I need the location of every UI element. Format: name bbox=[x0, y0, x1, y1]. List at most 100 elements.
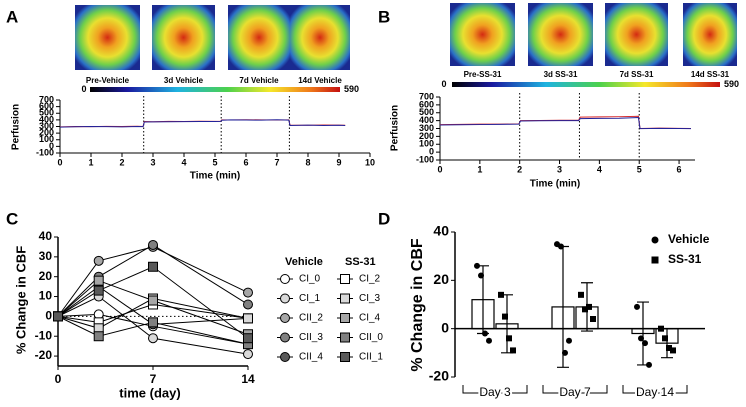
point bbox=[662, 335, 668, 342]
y-axis-label: Perfusion bbox=[390, 105, 401, 151]
image-label: 7d SS-31 bbox=[620, 70, 654, 79]
x-tick-label: 1 bbox=[88, 157, 93, 167]
x-tick-label: Day 3 bbox=[479, 385, 511, 399]
x-tick-label: Day 7 bbox=[559, 385, 591, 399]
point bbox=[474, 262, 480, 269]
perfusion-image bbox=[528, 3, 593, 66]
x-tick-label: 7 bbox=[150, 372, 157, 386]
y-tick-label: 0 bbox=[429, 147, 434, 157]
x-axis-label: Time (min) bbox=[530, 179, 580, 190]
legend-marker bbox=[280, 313, 290, 323]
y-tick-label: 200 bbox=[39, 128, 54, 138]
point bbox=[562, 349, 568, 356]
x-tick-label: 9 bbox=[336, 157, 341, 167]
x-tick-label: 4 bbox=[597, 164, 602, 174]
y-tick-label: 400 bbox=[39, 114, 54, 124]
perfusion-image bbox=[152, 5, 215, 70]
x-tick-label: 3 bbox=[557, 164, 562, 174]
legend-title: SS-31 bbox=[345, 256, 376, 268]
y-tick-label: 0 bbox=[45, 309, 52, 323]
point bbox=[666, 345, 672, 351]
x-tick-label: 5 bbox=[212, 157, 217, 167]
y-tick-label: 300 bbox=[419, 123, 434, 133]
legend-marker bbox=[340, 313, 350, 323]
point bbox=[590, 316, 596, 322]
perfusion-image bbox=[605, 3, 668, 66]
y-tick-label: -100 bbox=[416, 154, 434, 164]
perfusion-image bbox=[290, 5, 350, 70]
point bbox=[566, 337, 572, 344]
y-tick-label: 600 bbox=[39, 101, 54, 111]
y-tick-label: 300 bbox=[39, 121, 54, 131]
y-tick-label: 30 bbox=[39, 249, 53, 263]
legend-marker bbox=[280, 332, 290, 343]
y-tick-label: 500 bbox=[39, 108, 54, 118]
y-tick-label: 20 bbox=[39, 269, 53, 283]
y-tick-label: 20 bbox=[433, 271, 449, 287]
point bbox=[53, 311, 63, 322]
image-label: 14d Vehicle bbox=[298, 76, 342, 85]
x-axis-label: time (day) bbox=[119, 385, 180, 400]
point bbox=[93, 285, 104, 296]
y-tick-label: 700 bbox=[39, 94, 54, 104]
panel-letter: C bbox=[6, 209, 18, 228]
y-tick-label: 100 bbox=[419, 139, 434, 149]
x-tick-label: 6 bbox=[243, 157, 248, 167]
colorbar bbox=[90, 87, 340, 92]
image-label: 3d SS-31 bbox=[544, 70, 578, 79]
point bbox=[148, 261, 158, 272]
legend-label: CI_1 bbox=[299, 293, 321, 304]
series-line bbox=[59, 119, 346, 128]
point bbox=[558, 243, 564, 250]
legend-marker bbox=[340, 332, 350, 343]
panel-letter: D bbox=[378, 209, 390, 228]
legend-marker bbox=[340, 274, 350, 284]
y-tick-label: 10 bbox=[39, 289, 53, 303]
series-line bbox=[57, 313, 249, 345]
y-tick-label: -10 bbox=[35, 328, 53, 342]
point bbox=[670, 347, 676, 354]
colorbar bbox=[452, 82, 720, 87]
y-tick-label: 700 bbox=[419, 91, 434, 101]
y-tick-label: 200 bbox=[419, 131, 434, 141]
x-tick-label: 3 bbox=[150, 157, 155, 167]
point bbox=[586, 303, 592, 310]
x-tick-label: 2 bbox=[517, 164, 522, 174]
y-tick-label: 400 bbox=[419, 115, 434, 125]
point bbox=[243, 349, 253, 360]
category-bracket bbox=[622, 385, 688, 394]
y-tick-label: 40 bbox=[39, 229, 53, 243]
point bbox=[642, 340, 648, 347]
colorbar-label: 590 bbox=[344, 84, 359, 94]
panel-letter: A bbox=[6, 7, 18, 26]
point bbox=[638, 335, 644, 342]
colorbar-label: 590 bbox=[724, 79, 739, 89]
legend-label: CI_3 bbox=[359, 293, 381, 304]
x-tick-label: 6 bbox=[677, 164, 682, 174]
y-tick-label: 40 bbox=[433, 223, 449, 239]
series-line bbox=[57, 315, 249, 345]
y-tick-label: 0 bbox=[441, 319, 449, 335]
perfusion-image bbox=[683, 3, 737, 66]
image-label: Pre-Vehicle bbox=[86, 76, 130, 85]
point bbox=[243, 333, 253, 344]
y-tick-label: -20 bbox=[35, 348, 53, 362]
x-tick-label: 0 bbox=[57, 157, 62, 167]
series-line bbox=[57, 286, 249, 325]
point bbox=[148, 239, 158, 250]
perfusion-image bbox=[228, 5, 290, 70]
legend-title: Vehicle bbox=[285, 256, 323, 268]
legend-label: CI_4 bbox=[359, 313, 381, 324]
legend-label: CI_0 bbox=[299, 274, 321, 285]
y-axis-label: Perfusion bbox=[11, 104, 22, 150]
x-tick-label: Day 14 bbox=[636, 385, 674, 399]
colorbar-label: 0 bbox=[441, 79, 446, 89]
point bbox=[486, 337, 492, 344]
series-line bbox=[57, 280, 249, 335]
series-line bbox=[57, 246, 249, 317]
point bbox=[148, 333, 158, 344]
point bbox=[478, 272, 484, 279]
legend-label: CII_0 bbox=[359, 332, 383, 343]
y-tick-label: 600 bbox=[419, 99, 434, 109]
